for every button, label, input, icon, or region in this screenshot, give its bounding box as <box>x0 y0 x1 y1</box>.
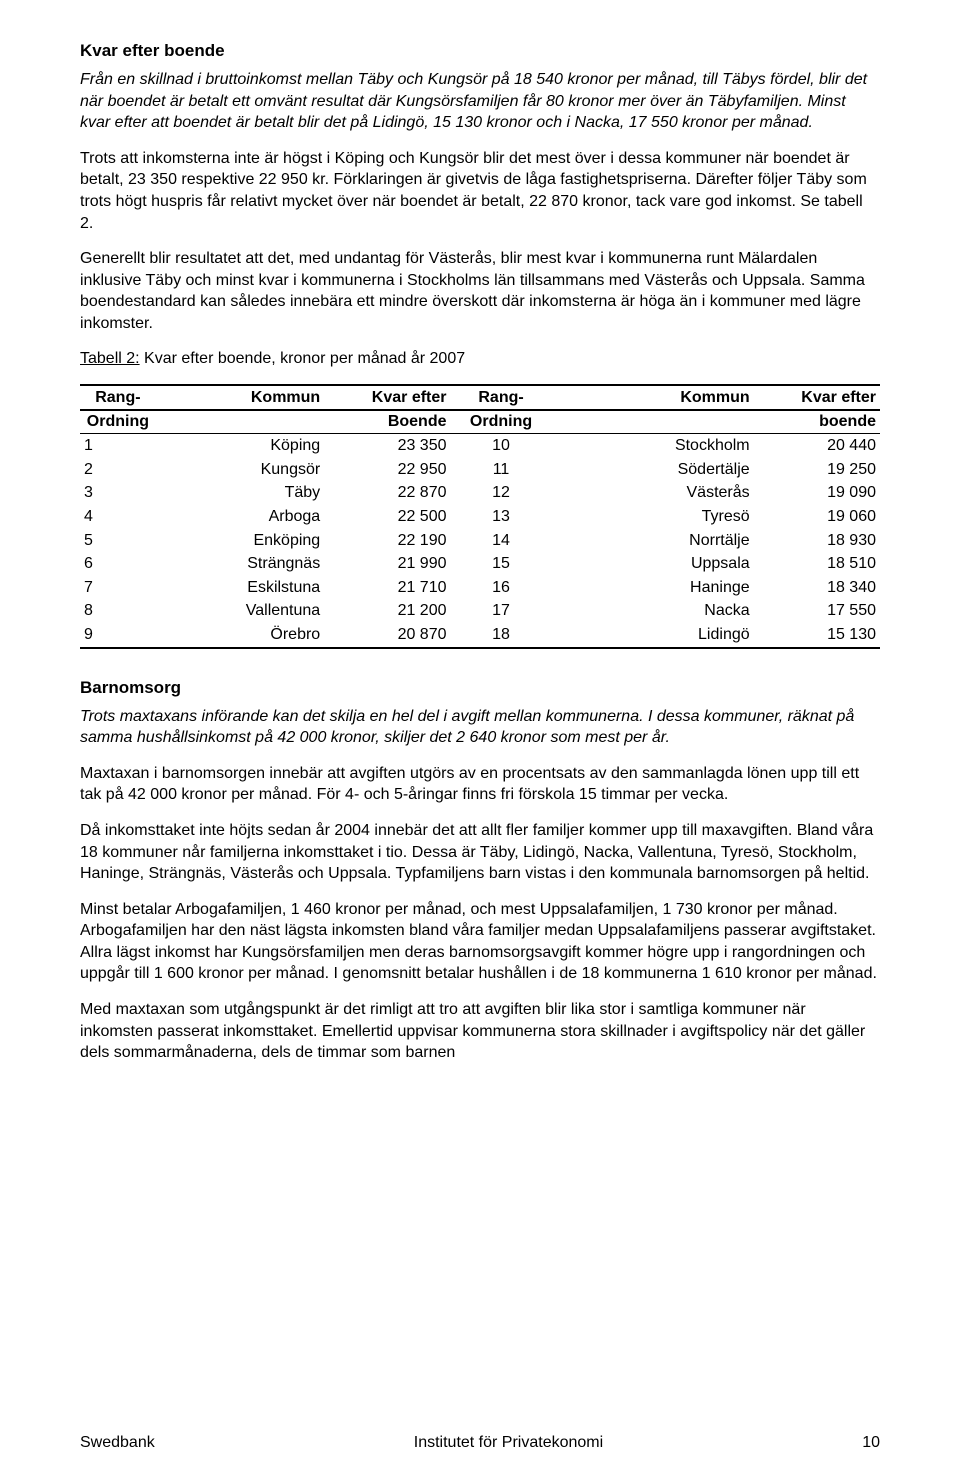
hdr-rang2b: Ordning <box>451 410 552 434</box>
table-cell: Stockholm <box>552 434 754 458</box>
table-cell: 20 440 <box>754 434 880 458</box>
table-cell: 10 <box>451 434 552 458</box>
table-row: 9Örebro20 87018Lidingö15 130 <box>80 623 880 648</box>
table-cell: Haninge <box>552 576 754 600</box>
table-cell: 9 <box>80 623 156 648</box>
table-cell: 1 <box>80 434 156 458</box>
hdr-rang1b: Ordning <box>80 410 156 434</box>
section2-p3: Då inkomsttaket inte höjts sedan år 2004… <box>80 820 880 885</box>
table-cell: Nacka <box>552 599 754 623</box>
table-row: 6Strängnäs21 99015Uppsala18 510 <box>80 552 880 576</box>
table-cell: Södertälje <box>552 458 754 482</box>
table-row: 7Eskilstuna21 71016Haninge18 340 <box>80 576 880 600</box>
table-cell: 19 250 <box>754 458 880 482</box>
table-cell: Tyresö <box>552 505 754 529</box>
section1-p3: Generellt blir resultatet att det, med u… <box>80 248 880 334</box>
table-cell: 3 <box>80 481 156 505</box>
footer-right: 10 <box>862 1432 880 1454</box>
hdr-rang2a: Rang- <box>451 385 552 410</box>
section2-title: Barnomsorg <box>80 677 880 700</box>
table-cell: 17 550 <box>754 599 880 623</box>
table-row: 2Kungsör22 95011Södertälje19 250 <box>80 458 880 482</box>
table-cell: Täby <box>156 481 324 505</box>
hdr-kvBb: boende <box>754 410 880 434</box>
footer-center: Institutet för Privatekonomi <box>414 1432 603 1454</box>
table-cell: Lidingö <box>552 623 754 648</box>
table-cell: Uppsala <box>552 552 754 576</box>
table-cell: Eskilstuna <box>156 576 324 600</box>
table-cell: 15 130 <box>754 623 880 648</box>
table-cell: Strängnäs <box>156 552 324 576</box>
hdr-kommun1: Kommun <box>156 385 324 410</box>
table-cell: 20 870 <box>324 623 450 648</box>
table-cell: 19 060 <box>754 505 880 529</box>
section2-p5: Med maxtaxan som utgångspunkt är det rim… <box>80 999 880 1064</box>
table-cell: 15 <box>451 552 552 576</box>
page-footer: Swedbank Institutet för Privatekonomi 10 <box>80 1432 880 1454</box>
section2-p2: Maxtaxan i barnomsorgen innebär att avgi… <box>80 763 880 806</box>
table-cell: 5 <box>80 529 156 553</box>
table-cell: 18 930 <box>754 529 880 553</box>
table-cell: 22 190 <box>324 529 450 553</box>
table-cell: 22 950 <box>324 458 450 482</box>
table-cell: 11 <box>451 458 552 482</box>
table-cell: Arboga <box>156 505 324 529</box>
table-cell: 13 <box>451 505 552 529</box>
table-cell: 22 870 <box>324 481 450 505</box>
table-cell: 18 510 <box>754 552 880 576</box>
section1-title: Kvar efter boende <box>80 40 880 63</box>
table2-caption-rest: Kvar efter boende, kronor per månad år 2… <box>140 350 466 367</box>
table-cell: Köping <box>156 434 324 458</box>
table-cell: 22 500 <box>324 505 450 529</box>
table-cell: 4 <box>80 505 156 529</box>
table-cell: Örebro <box>156 623 324 648</box>
table-cell: 12 <box>451 481 552 505</box>
table-cell: 8 <box>80 599 156 623</box>
hdr-kvB: Kvar efter <box>754 385 880 410</box>
table-cell: 6 <box>80 552 156 576</box>
hdr-kvAb: Boende <box>324 410 450 434</box>
hdr-rang1a: Rang- <box>80 385 156 410</box>
table-cell: 19 090 <box>754 481 880 505</box>
section1-intro: Från en skillnad i bruttoinkomst mellan … <box>80 69 880 134</box>
table-cell: 23 350 <box>324 434 450 458</box>
table-cell: 21 200 <box>324 599 450 623</box>
table-cell: 16 <box>451 576 552 600</box>
table-cell: Norrtälje <box>552 529 754 553</box>
section1-p2: Trots att inkomsterna inte är högst i Kö… <box>80 148 880 234</box>
table2-caption-label: Tabell 2: <box>80 350 140 367</box>
table-cell: 17 <box>451 599 552 623</box>
table-cell: Västerås <box>552 481 754 505</box>
table-row: 5Enköping22 19014Norrtälje18 930 <box>80 529 880 553</box>
section2-p4: Minst betalar Arbogafamiljen, 1 460 kron… <box>80 899 880 985</box>
table2-header-row1: Rang- Kommun Kvar efter Rang- Kommun Kva… <box>80 385 880 410</box>
section2-intro: Trots maxtaxans införande kan det skilja… <box>80 706 880 749</box>
table-cell: Enköping <box>156 529 324 553</box>
table-cell: 21 710 <box>324 576 450 600</box>
table2-header-row2: Ordning Boende Ordning boende <box>80 410 880 434</box>
table-cell: 14 <box>451 529 552 553</box>
footer-left: Swedbank <box>80 1432 155 1454</box>
table-cell: 21 990 <box>324 552 450 576</box>
table-cell: 7 <box>80 576 156 600</box>
table-row: 8Vallentuna21 20017Nacka17 550 <box>80 599 880 623</box>
table-row: 3Täby22 87012Västerås19 090 <box>80 481 880 505</box>
table-cell: Vallentuna <box>156 599 324 623</box>
table2-caption: Tabell 2: Kvar efter boende, kronor per … <box>80 348 880 370</box>
table-row: 1Köping23 35010Stockholm20 440 <box>80 434 880 458</box>
hdr-kommun2: Kommun <box>552 385 754 410</box>
table-cell: 2 <box>80 458 156 482</box>
table-row: 4Arboga22 50013Tyresö19 060 <box>80 505 880 529</box>
table-cell: 18 <box>451 623 552 648</box>
table-cell: 18 340 <box>754 576 880 600</box>
hdr-kvA: Kvar efter <box>324 385 450 410</box>
table-cell: Kungsör <box>156 458 324 482</box>
table2: Rang- Kommun Kvar efter Rang- Kommun Kva… <box>80 384 880 649</box>
